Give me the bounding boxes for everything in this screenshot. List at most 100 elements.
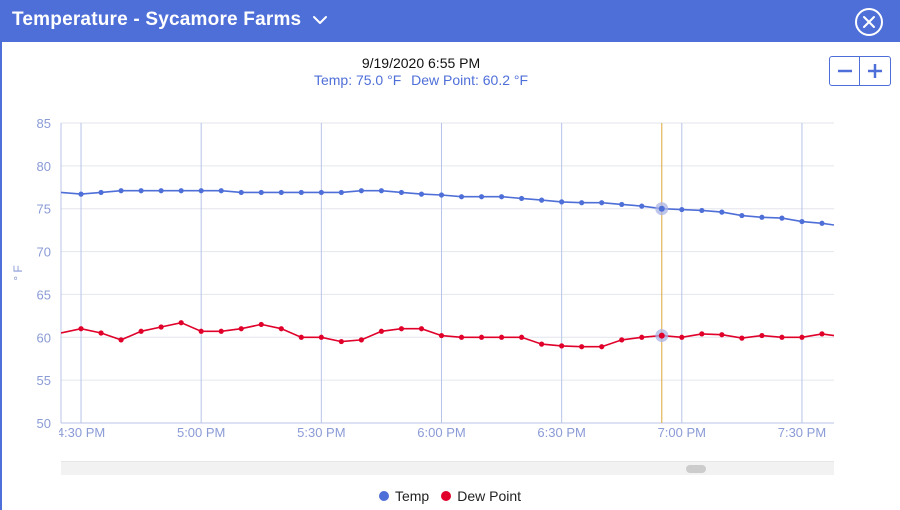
x-tick-label: 7:00 PM [658,425,706,440]
close-icon[interactable] [854,7,884,37]
y-tick-label: 70 [37,245,51,260]
readout-datetime: 9/19/2020 6:55 PM [361,55,481,71]
hover-point [658,205,665,212]
y-tick-label: 80 [37,159,51,174]
x-tick-label: 4:30 PM [57,425,105,440]
data-point [298,189,304,196]
data-point [78,191,84,197]
data-point [799,218,805,225]
legend-dot [441,491,452,501]
panel-title: Temperature - Sycamore Farms [12,9,302,30]
y-axis-title: ° F [11,265,25,280]
data-point [679,334,685,340]
zoom-in-button[interactable] [860,56,891,86]
legend-label: Temp [394,488,430,504]
data-point [478,334,485,340]
data-point [398,326,405,332]
data-point [358,188,364,194]
data-point [458,334,465,340]
zoom-out-button[interactable] [829,56,860,86]
data-point [278,326,284,332]
minus-icon [837,69,852,73]
data-point [438,332,445,339]
data-point [639,334,645,340]
chevron-down-icon[interactable] [311,11,329,29]
data-point [679,206,685,213]
panel-left-border [0,42,2,510]
data-point [98,330,104,336]
data-point [238,326,244,332]
y-tick-label: 65 [37,287,51,302]
data-point [158,188,164,194]
data-point [579,344,585,350]
data-point [298,334,304,340]
data-point [418,326,425,332]
data-point [478,194,485,200]
data-point [599,200,605,206]
panel-header: Temperature - Sycamore Farms [0,0,900,42]
legend-item-dew-point[interactable]: Dew Point [441,488,521,504]
data-point [178,188,184,194]
data-point [498,334,505,340]
data-point [118,188,124,194]
x-tick-label: 5:00 PM [177,425,225,440]
data-point [518,334,525,340]
series-line-dew-point [61,321,834,348]
data-point [819,220,825,226]
panel-title-dropdown[interactable]: Temperature - Sycamore Farms [12,9,329,31]
data-point [699,331,705,337]
y-tick-label: 85 [37,116,51,131]
data-point [759,332,765,339]
data-point [719,332,725,338]
data-point [779,215,785,221]
hover-readout: 9/19/2020 6:55 PM Temp: 75.0 °F Dew Poin… [0,55,842,89]
readout-dew-point: Dew Point: 60.2 °F [411,72,529,88]
chart-scrollbar[interactable] [61,461,834,475]
data-point [699,207,705,214]
y-tick-label: 75 [37,202,51,217]
legend-item-temp[interactable]: Temp [378,488,430,504]
data-point [138,188,144,194]
data-point [559,343,565,349]
scrollbar-thumb[interactable] [685,465,706,473]
y-tick-label: 60 [37,330,51,345]
data-point [619,201,625,208]
data-point [98,189,104,196]
data-point [619,337,625,343]
data-point [739,335,745,341]
data-point [278,189,284,196]
data-point [539,341,545,347]
data-point [218,188,224,194]
data-point [178,320,184,326]
data-point [498,194,505,200]
data-point [378,188,385,194]
data-point [719,209,725,215]
chart-legend: Temp Dew Point [0,488,900,504]
plus-icon [868,64,882,78]
data-point [418,191,425,197]
data-point [338,338,344,345]
series-line-temp [61,189,834,226]
data-point [819,331,825,337]
data-point [539,197,545,203]
x-tick-label: 5:30 PM [297,425,345,440]
data-point [78,326,84,332]
data-point [358,337,364,343]
zoom-controls [829,56,892,86]
data-point [158,324,164,330]
data-point [739,212,745,219]
legend-label: Dew Point [457,488,522,504]
legend-dot [378,491,389,501]
data-point [518,195,525,202]
readout-values: Temp: 75.0 °F Dew Point: 60.2 °F [0,72,842,89]
data-point [759,214,765,220]
y-tick-label: 55 [37,373,51,388]
x-tick-label: 6:30 PM [537,425,585,440]
data-point [318,189,324,196]
readout-temp: Temp: 75.0 °F [313,72,402,88]
data-point [398,189,405,196]
data-point [559,199,565,205]
data-point [198,328,204,334]
data-point [258,189,264,196]
